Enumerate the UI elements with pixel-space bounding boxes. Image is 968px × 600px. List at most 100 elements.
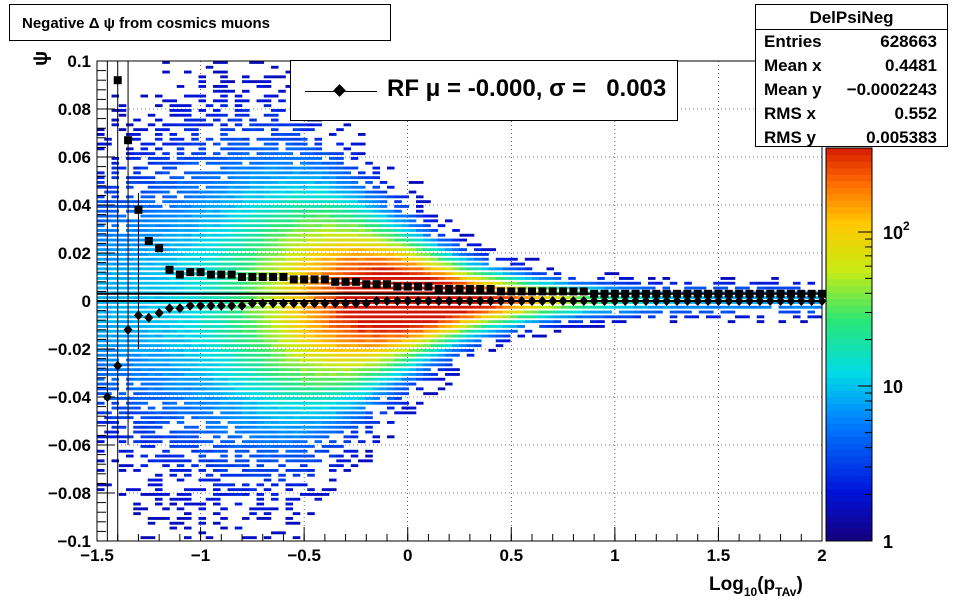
heatmap-cell <box>234 445 243 448</box>
heatmap-cell <box>133 262 141 266</box>
heatmap-cell <box>249 257 257 261</box>
heatmap-cell <box>162 421 170 424</box>
palette-band <box>826 482 872 490</box>
heatmap-cell <box>198 195 207 199</box>
heatmap-cell <box>140 425 149 429</box>
heatmap-cell <box>118 344 127 348</box>
heatmap-cell <box>278 401 286 405</box>
heatmap-cell <box>539 305 547 309</box>
heatmap-cell <box>147 277 156 280</box>
sigma-point <box>528 287 536 296</box>
heatmap-cell <box>307 200 315 204</box>
heatmap-cell <box>343 286 352 290</box>
heatmap-cell <box>278 387 286 391</box>
heatmap-cell <box>329 488 337 492</box>
heatmap-cell <box>256 137 265 141</box>
heatmap-cell <box>191 281 199 285</box>
heatmap-cell <box>234 339 243 343</box>
heatmap-cell <box>300 435 308 439</box>
heatmap-cell <box>365 344 373 348</box>
heatmap-cell <box>336 286 344 290</box>
heatmap-cell <box>176 104 185 108</box>
heatmap-cell <box>343 171 352 175</box>
heatmap-cell <box>285 469 294 472</box>
heatmap-cell <box>474 344 482 348</box>
heatmap-cell <box>198 171 207 175</box>
heatmap-cell <box>227 310 236 314</box>
heatmap-cell <box>176 445 185 448</box>
heatmap-cell <box>155 94 163 98</box>
heatmap-cell <box>162 334 170 338</box>
heatmap-cell <box>604 281 613 285</box>
heatmap-cell <box>336 344 344 348</box>
heatmap-cell <box>198 392 207 396</box>
heatmap-cell <box>263 157 272 160</box>
heatmap-cell <box>198 80 207 84</box>
heatmap-cell <box>234 176 243 180</box>
heatmap-cell <box>466 243 475 247</box>
heatmap-cell <box>430 229 439 232</box>
heatmap-cell <box>271 334 279 338</box>
heatmap-cell <box>358 305 366 309</box>
stats-name: DelPsiNeg <box>756 5 947 30</box>
heatmap-cell <box>263 411 272 415</box>
heatmap-cell <box>387 296 395 300</box>
heatmap-cell <box>140 397 149 400</box>
heatmap-cell <box>198 123 207 127</box>
heatmap-cell <box>669 320 678 324</box>
heatmap-cell <box>118 262 127 266</box>
heatmap-cell <box>278 161 286 165</box>
heatmap-cell <box>198 377 207 381</box>
heatmap-cell <box>118 166 127 170</box>
heatmap-cell <box>263 219 272 223</box>
heatmap-cell <box>321 176 330 180</box>
heatmap-cell <box>147 262 156 266</box>
heatmap-cell <box>249 262 257 266</box>
heatmap-cell <box>126 200 134 204</box>
heatmap-cell <box>358 238 366 242</box>
heatmap-cell <box>387 339 395 343</box>
heatmap-cell <box>111 238 120 242</box>
heatmap-cell <box>358 421 366 424</box>
heatmap-cell <box>517 325 526 328</box>
heatmap-cell <box>271 454 279 458</box>
heatmap-cell <box>104 205 112 208</box>
heatmap-cell <box>343 253 352 256</box>
heatmap-cell <box>387 229 395 232</box>
heatmap-cell <box>104 430 112 434</box>
heatmap-cell <box>169 262 178 266</box>
heatmap-cell <box>553 272 562 276</box>
mean-point <box>278 298 288 309</box>
heatmap-cell <box>263 334 272 338</box>
heatmap-cell <box>249 281 257 285</box>
heatmap-cell <box>350 209 359 213</box>
heatmap-cell <box>234 493 243 496</box>
heatmap-cell <box>220 80 228 84</box>
sigma-point <box>434 285 443 293</box>
heatmap-cell <box>220 70 228 74</box>
heatmap-cell <box>169 392 178 396</box>
heatmap-cell <box>532 281 540 285</box>
heatmap-cell <box>162 349 170 352</box>
heatmap-cell <box>358 411 366 415</box>
heatmap-cell <box>394 200 402 204</box>
heatmap-cell <box>234 411 243 415</box>
heatmap-cell <box>445 257 453 261</box>
heatmap-cell <box>205 219 214 223</box>
sigma-point <box>403 282 412 291</box>
heatmap-cell <box>242 358 250 362</box>
heatmap-cell <box>140 94 149 98</box>
mean-point <box>537 296 547 306</box>
mean-point <box>268 298 278 309</box>
heatmap-cell <box>358 363 366 367</box>
heatmap-cell <box>118 310 127 314</box>
heatmap-cell <box>292 262 301 266</box>
heatmap-cell <box>104 305 112 309</box>
heatmap-cell <box>111 214 120 218</box>
heatmap-cell <box>278 262 286 266</box>
heatmap-cell <box>343 176 352 180</box>
mean-point <box>320 298 330 309</box>
heatmap-cell <box>133 219 141 223</box>
heatmap-cell <box>198 176 207 180</box>
heatmap-cell <box>350 401 359 405</box>
